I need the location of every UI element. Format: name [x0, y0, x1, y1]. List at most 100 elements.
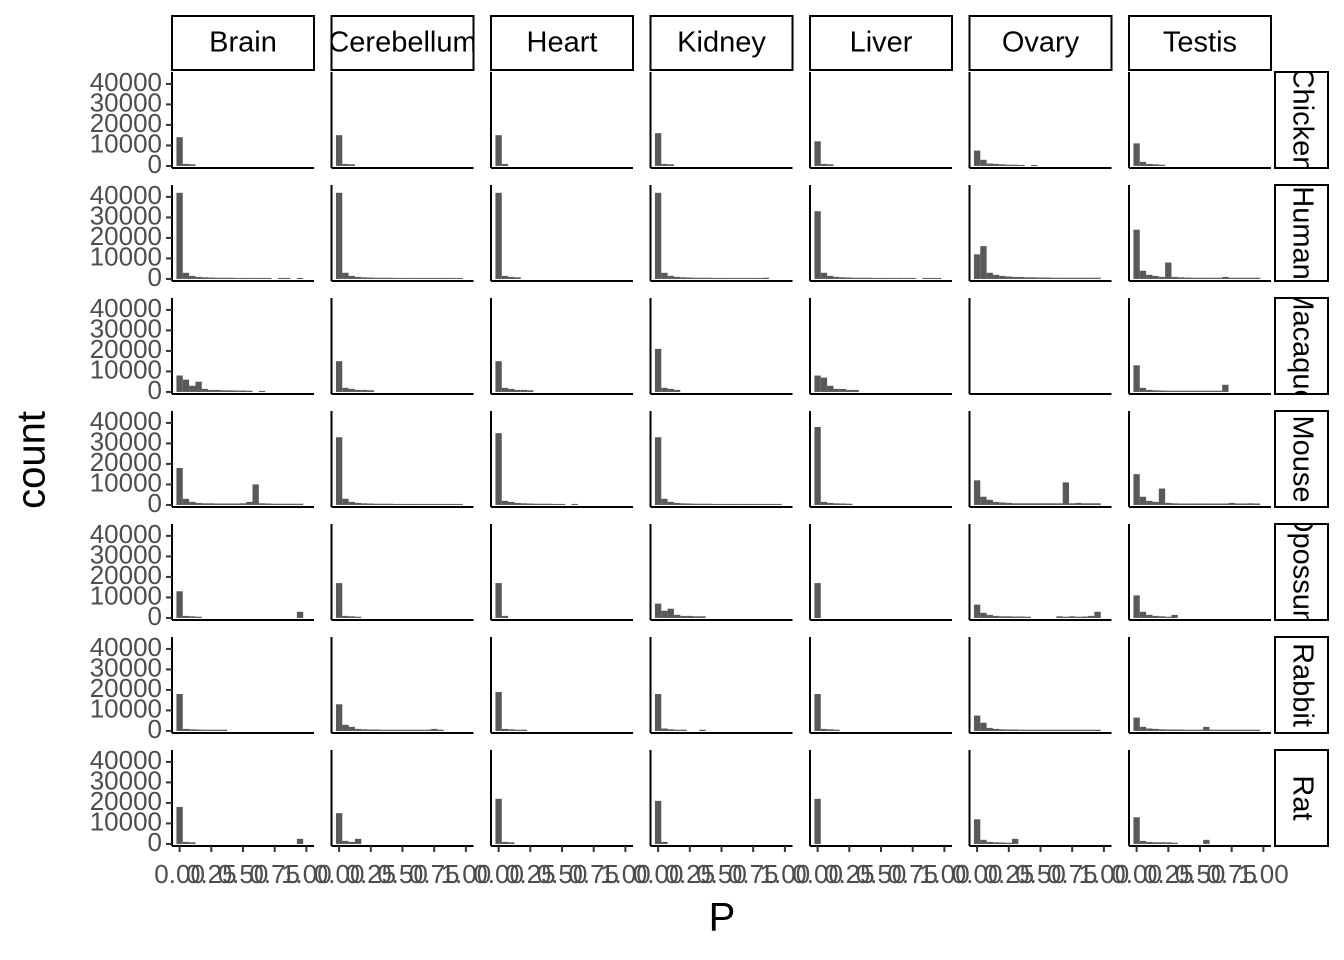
x-tick-label: 0.00 [1111, 859, 1162, 889]
bar [501, 275, 509, 279]
bar [392, 277, 400, 279]
bar [992, 274, 1000, 279]
x-tick-label: 0.00 [792, 859, 843, 889]
bar [367, 503, 374, 505]
bar [686, 277, 693, 279]
x-tick-label: 0.50 [1015, 859, 1066, 889]
bar [1215, 277, 1223, 279]
bar [827, 385, 834, 392]
bar [1165, 502, 1172, 505]
bar [182, 163, 190, 166]
bar [654, 437, 662, 505]
y-tick-label: 10000 [90, 806, 162, 836]
bar [1171, 503, 1178, 505]
y-tick-label: 40000 [90, 293, 162, 323]
bar [514, 729, 521, 731]
bar [392, 503, 400, 505]
bar [814, 694, 821, 731]
bar [1247, 277, 1254, 279]
y-tick-label: 30000 [90, 539, 162, 569]
bar [176, 807, 183, 844]
bar [1222, 384, 1229, 392]
bar [424, 277, 432, 279]
bar [342, 163, 349, 166]
y-tick-label: 40000 [90, 632, 162, 662]
bar [1146, 728, 1153, 731]
bar [424, 729, 432, 731]
bar [686, 503, 693, 505]
bar [1043, 277, 1051, 279]
bar [999, 502, 1006, 505]
bar [386, 277, 393, 279]
bar [1158, 616, 1166, 618]
bar [296, 277, 304, 279]
strip-box [1128, 15, 1272, 71]
x-tick-label: 0.25 [664, 859, 715, 889]
bar [195, 729, 202, 731]
x-tick-label: 0.25 [983, 859, 1034, 889]
y-tick-label: 10000 [90, 467, 162, 497]
strip-box [330, 15, 475, 71]
row-strip-label: Chicken [1286, 68, 1318, 173]
bar [1190, 503, 1197, 505]
bar [418, 277, 425, 279]
bar [973, 254, 981, 279]
bar [239, 277, 247, 279]
strip-box [490, 15, 634, 71]
bar [354, 838, 362, 844]
bar [182, 841, 190, 844]
bar [667, 275, 674, 279]
row-strip: Rat [1286, 775, 1318, 820]
bar [737, 277, 744, 279]
bar [1062, 482, 1070, 505]
bar [246, 390, 253, 392]
bar [992, 163, 1000, 166]
y-tick-label: 40000 [90, 180, 162, 210]
bar [1196, 503, 1204, 505]
bar [527, 390, 534, 392]
bar [1184, 277, 1191, 279]
bar [1062, 277, 1070, 279]
bar [762, 503, 770, 505]
y-tick-label: 10000 [90, 354, 162, 384]
bar [246, 501, 253, 505]
bar [846, 277, 853, 279]
bar [1234, 729, 1242, 731]
strip-box [171, 15, 315, 71]
strip-box [1274, 523, 1329, 621]
bar [1139, 496, 1147, 505]
bar [348, 501, 355, 505]
bar [1146, 500, 1153, 505]
bar [1075, 277, 1082, 279]
y-tick-label: 30000 [90, 652, 162, 682]
bar [661, 728, 668, 731]
y-tick-label: 10000 [90, 580, 162, 610]
bar [1165, 390, 1172, 392]
row-strip-label: Mouse [1286, 415, 1318, 502]
bar [1209, 729, 1216, 731]
bar [1152, 501, 1159, 505]
bar [680, 277, 687, 279]
bar [335, 704, 343, 731]
bar [1158, 729, 1166, 731]
bar [1011, 616, 1019, 618]
bar [501, 615, 509, 618]
bar [189, 729, 196, 731]
bar [354, 276, 362, 279]
x-tick-label: 0.50 [537, 859, 588, 889]
bar [189, 501, 196, 505]
x-tick-label: 0.00 [314, 859, 365, 889]
bar [1024, 277, 1031, 279]
bar [361, 277, 368, 279]
y-tick-label: 0 [148, 601, 162, 631]
x-tick-label: 0.00 [633, 859, 684, 889]
bar [1171, 729, 1178, 731]
bar [980, 159, 987, 166]
bar [839, 503, 847, 505]
bar [1234, 503, 1242, 505]
bar [1190, 277, 1197, 279]
strip-box [1274, 636, 1329, 734]
x-tick-label: 0.25 [345, 859, 396, 889]
strip-box [968, 15, 1113, 71]
bar [1146, 163, 1153, 166]
